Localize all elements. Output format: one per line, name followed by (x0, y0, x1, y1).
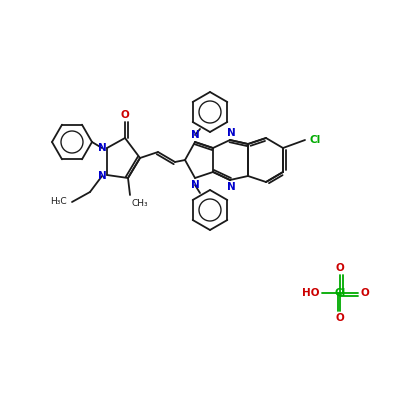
Text: Cl: Cl (334, 288, 346, 298)
Text: Cl: Cl (309, 135, 321, 145)
Text: O: O (361, 288, 369, 298)
Text: CH₃: CH₃ (132, 198, 148, 208)
Text: HO: HO (302, 288, 320, 298)
Text: N: N (227, 128, 235, 138)
Text: N: N (227, 182, 235, 192)
Text: O: O (121, 110, 129, 120)
Text: O: O (336, 263, 344, 273)
Text: H₃C: H₃C (50, 198, 66, 206)
Text: N: N (191, 130, 199, 140)
Text: O: O (336, 313, 344, 323)
Text: N: N (98, 171, 106, 181)
Text: N: N (98, 143, 106, 153)
Text: N: N (191, 180, 199, 190)
